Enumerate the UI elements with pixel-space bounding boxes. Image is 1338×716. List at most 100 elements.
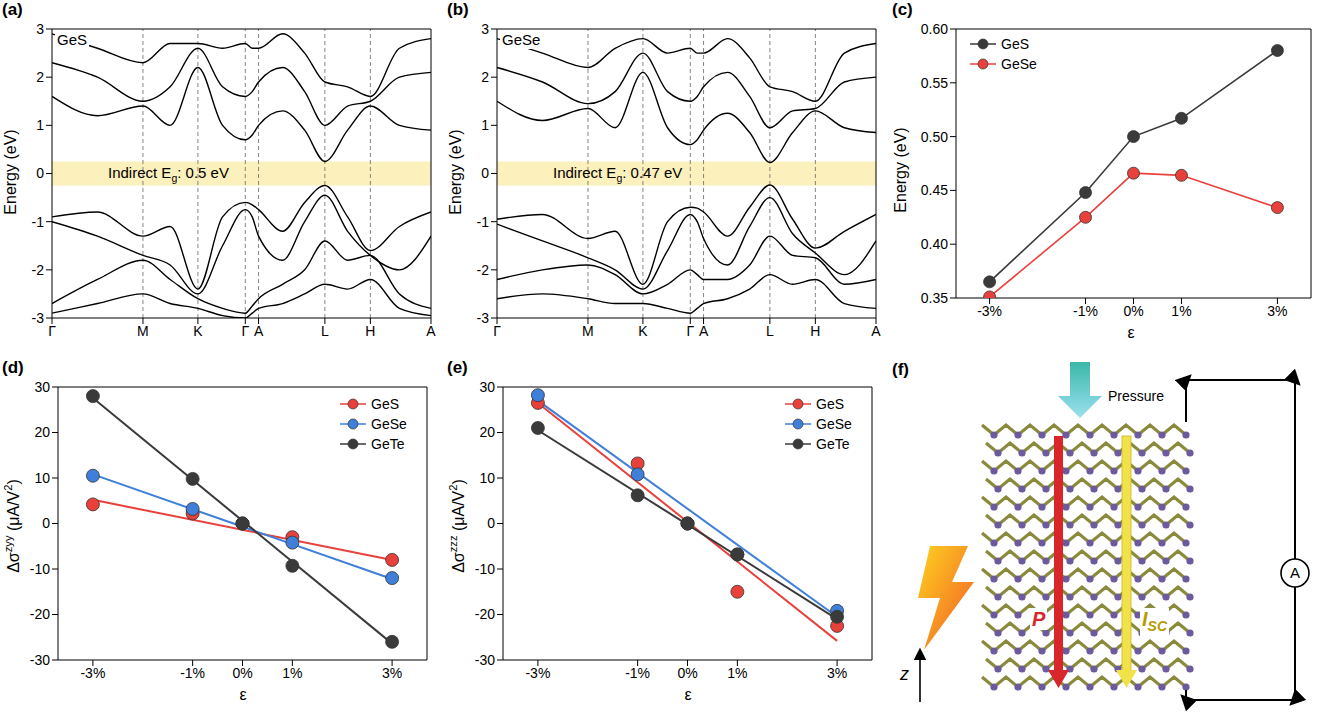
html-text:(b): (b) [447, 0, 469, 19]
svg-text:0%: 0% [677, 665, 697, 681]
svg-text:M: M [137, 323, 149, 339]
html-text:(μA/V: (μA/V [4, 490, 22, 536]
svg-text:0.45: 0.45 [921, 182, 948, 198]
svg-text:Γ: Γ [241, 323, 249, 339]
html-text:GeS: GeS [57, 31, 87, 48]
html-text:GeS: GeS [371, 396, 399, 412]
svg-text:0: 0 [481, 165, 489, 181]
svg-text:L: L [766, 323, 774, 339]
svg-text:0: 0 [487, 515, 495, 531]
svg-text:3: 3 [481, 22, 489, 37]
svg-text:A: A [426, 323, 436, 339]
svg-text:10: 10 [479, 470, 495, 486]
svg-text:1%: 1% [1171, 303, 1191, 319]
html-text:ε: ε [239, 686, 247, 703]
svg-text:K: K [638, 323, 648, 339]
html-text:(μA/V: (μA/V [449, 490, 467, 536]
svg-text:-1: -1 [477, 214, 490, 230]
html-text:ε: ε [684, 686, 692, 703]
svg-text:-3%: -3% [525, 665, 550, 681]
svg-text:3%: 3% [1267, 303, 1287, 319]
svg-text:-3: -3 [32, 310, 45, 326]
svg-text:A: A [699, 323, 709, 339]
svg-text:3%: 3% [827, 665, 847, 681]
html-text:GeSe: GeSe [1001, 56, 1037, 72]
svg-text:0: 0 [36, 165, 44, 181]
html-text:P: P [1032, 608, 1046, 630]
html-text:(d): (d) [2, 358, 24, 377]
svg-text:-20: -20 [30, 606, 50, 622]
svg-text:0%: 0% [1123, 303, 1143, 319]
svg-text:Γ: Γ [686, 323, 694, 339]
svg-text:-2: -2 [477, 262, 490, 278]
svg-text:20: 20 [479, 424, 495, 440]
html-text:ε: ε [1127, 324, 1135, 341]
svg-text:0%: 0% [232, 665, 252, 681]
html-text:Pressure: Pressure [1108, 388, 1164, 404]
svg-text:Γ: Γ [493, 323, 501, 339]
html-text:Δσ: Δσ [4, 552, 22, 573]
svg-text:0: 0 [42, 515, 50, 531]
html-text:GeTe: GeTe [371, 436, 405, 452]
html-text:Energy (eV): Energy (eV) [892, 127, 909, 213]
html-text:GeTe: GeTe [816, 436, 850, 452]
svg-text:-30: -30 [30, 652, 50, 668]
svg-text:1%: 1% [282, 665, 302, 681]
html-text:Indirect Eg: 0.5 eV: Indirect Eg: 0.5 eV [108, 164, 229, 184]
svg-text:A: A [254, 323, 264, 339]
svg-text:2: 2 [36, 69, 44, 85]
html-text:(e): (e) [447, 358, 468, 377]
svg-text:A: A [871, 323, 881, 339]
svg-text:H: H [365, 323, 375, 339]
html-text:Indirect Eg: 0.47 eV: Indirect Eg: 0.47 eV [553, 164, 683, 184]
html-text:Energy (eV): Energy (eV) [447, 129, 464, 215]
svg-text:-1%: -1% [625, 665, 650, 681]
svg-text:Γ: Γ [48, 323, 56, 339]
svg-text:20: 20 [34, 424, 50, 440]
svg-text:L: L [321, 323, 329, 339]
html-text:Energy (eV): Energy (eV) [2, 129, 19, 215]
svg-text:0.40: 0.40 [921, 236, 948, 252]
html-text:ISC: ISC [1142, 608, 1167, 634]
svg-text:-20: -20 [475, 606, 495, 622]
html-text:GeS: GeS [1001, 36, 1029, 52]
svg-text:0.60: 0.60 [921, 22, 948, 37]
html-text:z: z [900, 664, 909, 684]
html-text:GeS: GeS [816, 396, 844, 412]
html-text:GeSe: GeSe [816, 416, 852, 432]
svg-text:1: 1 [481, 117, 489, 133]
svg-text:3%: 3% [382, 665, 402, 681]
svg-text:-10: -10 [30, 561, 50, 577]
svg-text:-1%: -1% [1073, 303, 1098, 319]
svg-text:-2: -2 [32, 262, 45, 278]
svg-text:1: 1 [36, 117, 44, 133]
svg-text:30: 30 [479, 380, 495, 395]
html-text:zzz: zzz [447, 535, 460, 553]
svg-text:H: H [810, 323, 820, 339]
svg-text:-30: -30 [475, 652, 495, 668]
html-text:(f): (f) [892, 360, 909, 379]
svg-text:-3: -3 [477, 310, 490, 326]
svg-text:-10: -10 [475, 561, 495, 577]
svg-text:30: 30 [34, 380, 50, 395]
svg-text:2: 2 [481, 69, 489, 85]
html-text:(a): (a) [2, 0, 23, 19]
html-text:zyy: zyy [2, 535, 15, 553]
svg-text:10: 10 [34, 470, 50, 486]
html-text:GeSe: GeSe [502, 31, 541, 48]
svg-text:-3%: -3% [80, 665, 105, 681]
svg-text:0.55: 0.55 [921, 75, 948, 91]
html-text:A: A [1290, 564, 1300, 581]
html-text:GeSe: GeSe [371, 416, 407, 432]
svg-text:M: M [582, 323, 594, 339]
html-text:Δσ: Δσ [449, 552, 467, 573]
html-text:(c): (c) [892, 0, 913, 19]
svg-text:K: K [193, 323, 203, 339]
svg-text:3: 3 [36, 22, 44, 37]
svg-text:-3%: -3% [977, 303, 1002, 319]
svg-text:-1: -1 [32, 214, 45, 230]
svg-text:0.35: 0.35 [921, 290, 948, 306]
svg-text:1%: 1% [727, 665, 747, 681]
svg-text:-1%: -1% [180, 665, 205, 681]
svg-text:0.50: 0.50 [921, 129, 948, 145]
